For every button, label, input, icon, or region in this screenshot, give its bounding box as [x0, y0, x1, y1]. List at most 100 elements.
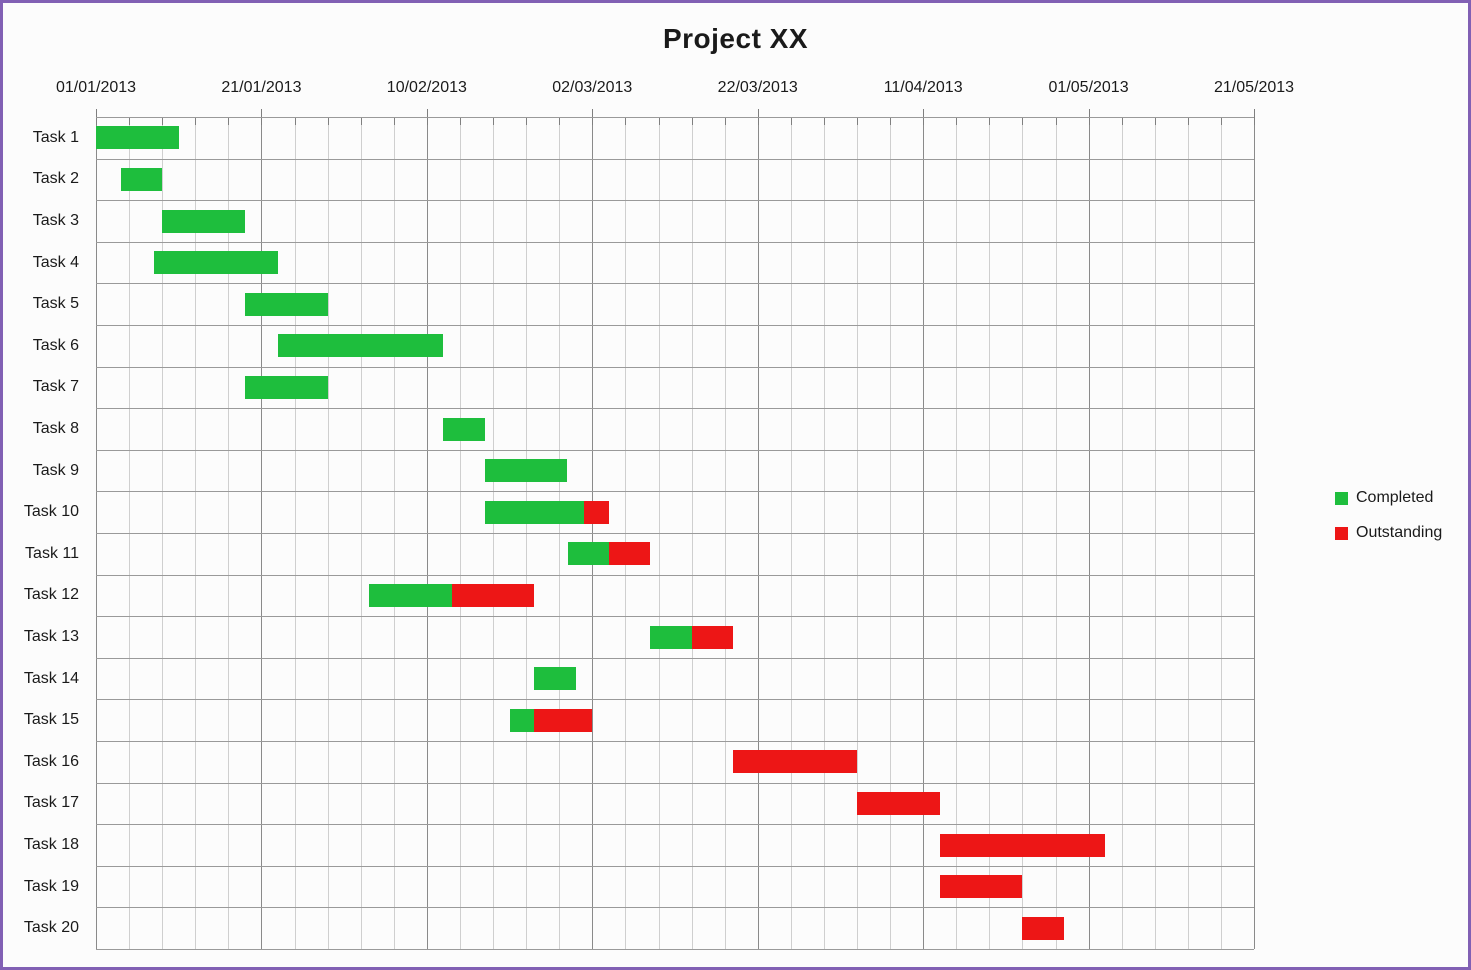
row-line — [96, 533, 1254, 534]
bar-outstanding-segment — [534, 708, 593, 732]
axis-tick-minor — [790, 117, 792, 125]
y-axis-label: Task 4 — [32, 253, 79, 271]
bar-completed-segment — [484, 500, 585, 524]
axis-tick-minor — [195, 117, 197, 125]
y-axis-label: Task 20 — [23, 919, 79, 937]
bar-outstanding-segment — [939, 875, 1023, 899]
legend-item: Outstanding — [1335, 524, 1442, 542]
bar-completed-segment — [443, 417, 485, 441]
axis-tick-minor — [1220, 117, 1222, 125]
bar-completed-segment — [650, 625, 692, 649]
x-axis-label: 11/04/2013 — [883, 79, 963, 96]
y-axis-label: Task 1 — [32, 128, 79, 146]
bar-outstanding-segment — [732, 750, 857, 774]
y-axis-label: Task 3 — [32, 212, 79, 229]
bar-completed-segment — [509, 708, 535, 732]
axis-tick-minor — [857, 117, 858, 125]
x-axis-label: 10/02/2013 — [386, 79, 467, 96]
axis-tick-minor — [393, 117, 395, 125]
chart-title: Project XX — [662, 23, 809, 54]
row-line — [96, 574, 1254, 576]
axis-tick-minor — [526, 117, 528, 125]
bar-outstanding-segment — [608, 542, 651, 566]
row-line — [96, 907, 1254, 909]
y-axis-label: Task 11 — [25, 544, 79, 562]
bar-completed-segment — [162, 209, 245, 233]
legend-item: Completed — [1335, 489, 1442, 507]
y-axis-label: Task 6 — [32, 336, 79, 354]
x-axis-label: 21/05/2013 — [1213, 79, 1295, 96]
bar-completed-segment — [369, 583, 452, 607]
axis-tick-minor — [294, 117, 296, 125]
y-axis-label: Task 8 — [32, 420, 79, 437]
y-axis-label: Task 5 — [32, 295, 79, 313]
row-line — [96, 949, 1254, 950]
row-line — [96, 491, 1254, 493]
axis-tick-minor — [989, 117, 991, 125]
bar-completed-segment — [567, 542, 609, 566]
x-axis-line — [96, 117, 1254, 118]
y-axis-label: Task 14 — [23, 669, 79, 687]
axis-tick-minor — [1022, 117, 1024, 125]
row-line — [96, 325, 1254, 326]
bar-outstanding-segment — [857, 791, 940, 815]
axis-tick-minor — [559, 117, 561, 125]
x-axis-label: 21/01/2013 — [221, 79, 302, 96]
row-line — [96, 200, 1254, 202]
bar-completed-segment — [96, 126, 179, 150]
x-axis-label: 22/03/2013 — [717, 79, 798, 96]
axis-tick-minor — [658, 117, 660, 125]
y-axis-label: Task 13 — [23, 628, 79, 645]
row-line — [96, 824, 1254, 826]
axis-tick-minor — [1121, 117, 1123, 125]
row-line — [96, 865, 1254, 867]
y-axis-label: Task 15 — [23, 711, 79, 729]
axis-tick-minor — [360, 117, 362, 125]
row-line — [96, 158, 1254, 160]
row-line — [96, 699, 1254, 701]
bar-outstanding-segment — [584, 500, 609, 524]
bar-outstanding-segment — [1022, 916, 1064, 940]
axis-tick-minor — [459, 117, 461, 125]
legend-swatch-completed-icon — [1335, 491, 1348, 505]
bar-completed-segment — [534, 667, 576, 691]
legend: Completed Outstanding — [1335, 489, 1442, 559]
row-line — [96, 741, 1254, 742]
bar-outstanding-segment — [451, 583, 535, 607]
y-axis-label: Task 7 — [32, 378, 79, 396]
row-line — [96, 241, 1254, 243]
bar-outstanding-segment — [939, 833, 1106, 857]
row-line — [96, 657, 1254, 659]
bar-completed-segment — [278, 334, 444, 358]
row-line — [96, 449, 1254, 451]
y-axis-label: Task 16 — [23, 752, 79, 770]
axis-tick-minor — [327, 117, 329, 125]
bar-completed-segment — [153, 251, 278, 275]
axis-tick-minor — [228, 117, 230, 125]
legend-swatch-outstanding-icon — [1335, 526, 1348, 540]
y-axis-label: Task 18 — [23, 836, 79, 853]
gridline-major — [1254, 117, 1255, 949]
y-axis-label: Task 17 — [23, 794, 79, 812]
axis-tick-minor — [724, 117, 726, 125]
row-line — [96, 616, 1254, 618]
row-line — [96, 408, 1254, 410]
bar-completed-segment — [484, 459, 568, 483]
row-line — [96, 782, 1254, 784]
axis-tick-minor — [1055, 117, 1057, 125]
y-axis-label: Task 12 — [23, 586, 79, 604]
legend-label: Outstanding — [1356, 524, 1443, 541]
axis-tick-minor — [691, 117, 693, 125]
x-axis-label: 01/01/2013 — [55, 79, 137, 96]
axis-tick-minor — [129, 117, 131, 125]
axis-tick-minor — [1154, 117, 1156, 125]
y-axis-label: Task 2 — [32, 170, 79, 188]
row-line — [96, 366, 1254, 368]
row-line — [96, 283, 1254, 285]
axis-tick-minor — [162, 117, 164, 125]
axis-tick-minor — [625, 117, 627, 125]
axis-tick-major — [1254, 109, 1255, 125]
legend-label: Completed — [1356, 489, 1434, 506]
y-axis-label: Task 19 — [23, 877, 79, 895]
